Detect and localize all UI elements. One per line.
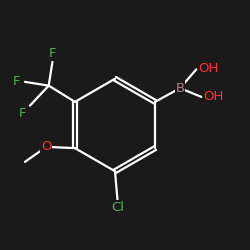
Text: OH: OH — [204, 90, 224, 104]
Text: F: F — [13, 76, 21, 88]
Text: OH: OH — [198, 62, 219, 74]
Text: F: F — [49, 47, 56, 60]
Text: O: O — [41, 140, 51, 153]
Text: F: F — [19, 106, 27, 120]
Text: B: B — [176, 82, 184, 94]
Text: Cl: Cl — [111, 201, 124, 214]
